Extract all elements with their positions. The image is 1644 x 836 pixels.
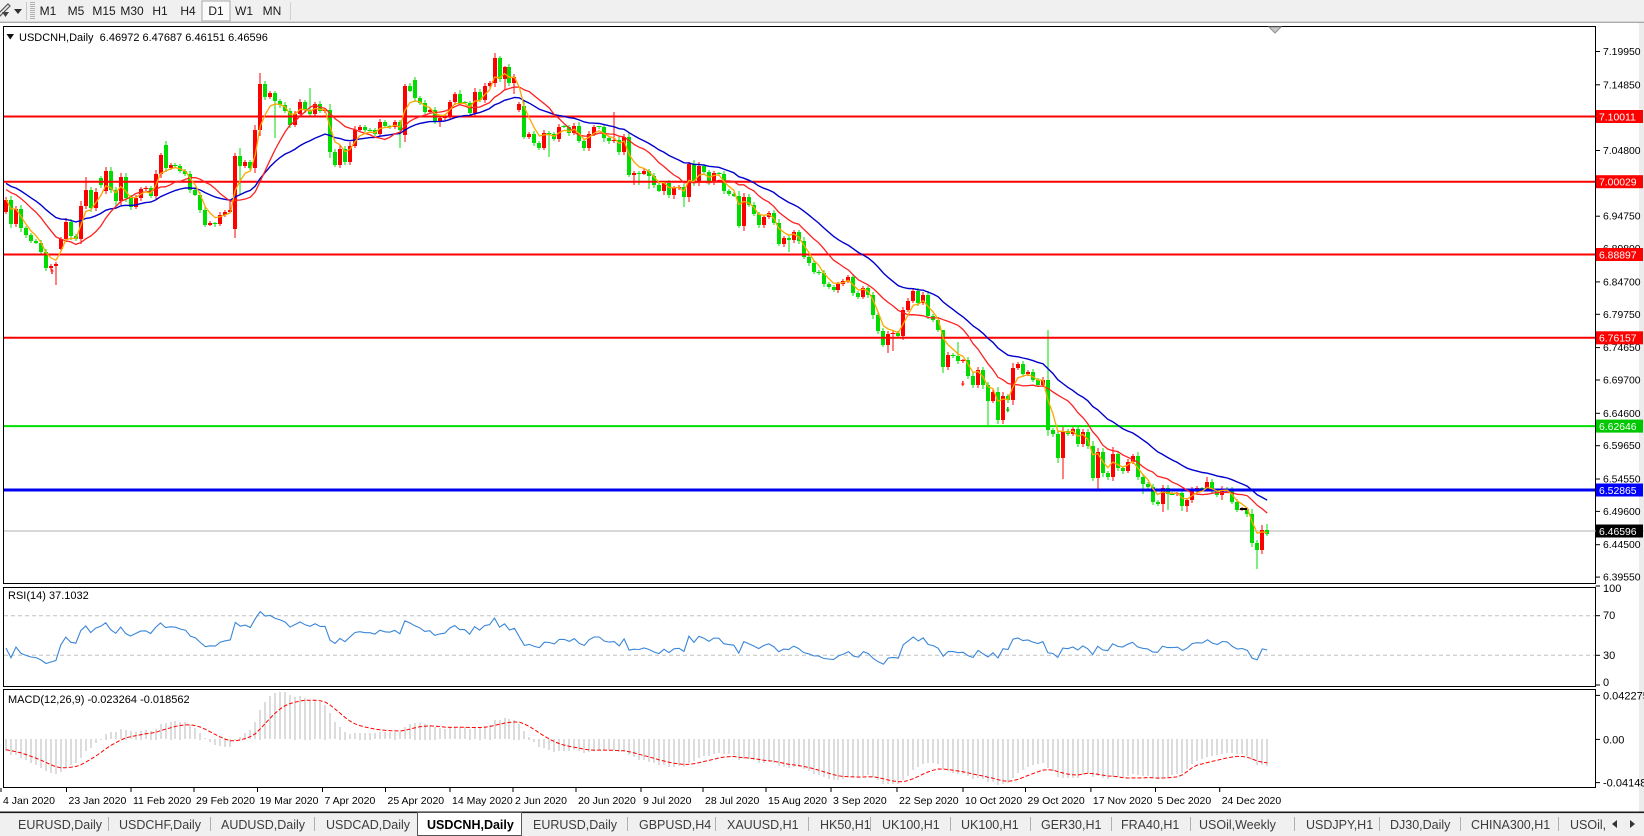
svg-text:USOil,Weekly: USOil,Weekly	[1199, 818, 1277, 832]
svg-text:2 Jun 2020: 2 Jun 2020	[515, 795, 567, 807]
svg-text:6.59650: 6.59650	[1603, 441, 1641, 452]
svg-text:7.10011: 7.10011	[1599, 112, 1636, 123]
svg-text:UK100,H1: UK100,H1	[882, 818, 940, 832]
svg-text:USDCNH,Daily 6.46972 6.47687: USDCNH,Daily 6.46972 6.47687 6.46151 6.4…	[19, 32, 268, 44]
svg-text:9 Jul 2020: 9 Jul 2020	[643, 795, 692, 807]
svg-text:USDCHF,Daily: USDCHF,Daily	[119, 818, 202, 832]
svg-text:USDJPY,H1: USDJPY,H1	[1306, 818, 1373, 832]
svg-text:7.04800: 7.04800	[1603, 146, 1641, 157]
svg-text:RSI(14) 37.1032: RSI(14) 37.1032	[8, 590, 89, 602]
svg-text:6.76157: 6.76157	[1599, 334, 1637, 345]
svg-text:7.00029: 7.00029	[1599, 178, 1637, 189]
svg-text:AUDUSD,Daily: AUDUSD,Daily	[221, 818, 306, 832]
svg-text:-0.04148: -0.04148	[1603, 778, 1644, 790]
svg-text:3 Sep 2020: 3 Sep 2020	[833, 795, 887, 807]
svg-text:GBPUSD,H4: GBPUSD,H4	[639, 818, 711, 832]
svg-text:19 Mar 2020: 19 Mar 2020	[260, 795, 319, 807]
svg-text:0.042275: 0.042275	[1603, 690, 1644, 702]
svg-text:14 May 2020: 14 May 2020	[452, 795, 513, 807]
svg-text:H4: H4	[180, 4, 196, 18]
svg-text:28 Jul 2020: 28 Jul 2020	[705, 795, 759, 807]
svg-text:30: 30	[1603, 650, 1615, 662]
svg-text:6.62646: 6.62646	[1599, 422, 1637, 433]
svg-text:6.64600: 6.64600	[1603, 409, 1641, 420]
svg-text:M30: M30	[120, 4, 144, 18]
svg-text:0: 0	[1603, 677, 1609, 689]
svg-text:25 Apr 2020: 25 Apr 2020	[388, 795, 445, 807]
svg-text:6.79750: 6.79750	[1603, 310, 1641, 321]
svg-text:M1: M1	[40, 4, 57, 18]
svg-text:6.46596: 6.46596	[1599, 527, 1637, 538]
svg-text:GER30,H1: GER30,H1	[1041, 818, 1101, 832]
svg-text:6.74650: 6.74650	[1603, 343, 1641, 354]
svg-text:UK100,H1: UK100,H1	[961, 818, 1019, 832]
svg-text:M15: M15	[92, 4, 116, 18]
svg-text:6.39550: 6.39550	[1603, 573, 1641, 584]
svg-text:22 Sep 2020: 22 Sep 2020	[899, 795, 959, 807]
svg-text:6.69700: 6.69700	[1603, 376, 1641, 387]
svg-text:17 Nov 2020: 17 Nov 2020	[1093, 795, 1153, 807]
svg-text:6.52865: 6.52865	[1599, 486, 1637, 497]
svg-text:H1: H1	[152, 4, 168, 18]
svg-text:HK50,H1: HK50,H1	[820, 818, 871, 832]
svg-text:USDCAD,Daily: USDCAD,Daily	[326, 818, 411, 832]
svg-text:EURUSD,Daily: EURUSD,Daily	[533, 818, 618, 832]
svg-text:6.49600: 6.49600	[1603, 507, 1641, 518]
svg-text:FRA40,H1: FRA40,H1	[1121, 818, 1179, 832]
svg-text:6.84700: 6.84700	[1603, 277, 1641, 288]
svg-text:7 Apr 2020: 7 Apr 2020	[325, 795, 376, 807]
svg-text:15 Aug 2020: 15 Aug 2020	[768, 795, 827, 807]
svg-text:D1: D1	[208, 4, 224, 18]
svg-text:70: 70	[1603, 610, 1615, 622]
svg-text:5 Dec 2020: 5 Dec 2020	[1158, 795, 1212, 807]
svg-text:M5: M5	[68, 4, 85, 18]
svg-text:24 Dec 2020: 24 Dec 2020	[1222, 795, 1282, 807]
svg-text:USDCNH,Daily: USDCNH,Daily	[427, 818, 514, 832]
svg-text:0.00: 0.00	[1603, 734, 1624, 746]
svg-text:7.14850: 7.14850	[1603, 80, 1641, 91]
svg-text:XAUUSD,H1: XAUUSD,H1	[727, 818, 799, 832]
svg-text:DJ30,Daily: DJ30,Daily	[1390, 818, 1451, 832]
svg-text:6.44500: 6.44500	[1603, 540, 1641, 551]
svg-text:7.19950: 7.19950	[1603, 47, 1641, 58]
svg-text:29 Feb 2020: 29 Feb 2020	[196, 795, 255, 807]
svg-text:10 Oct 2020: 10 Oct 2020	[965, 795, 1022, 807]
svg-text:MN: MN	[263, 4, 282, 18]
svg-text:USOil,: USOil,	[1570, 818, 1606, 832]
svg-text:11 Feb 2020: 11 Feb 2020	[133, 795, 191, 807]
svg-text:CHINA300,H1: CHINA300,H1	[1471, 818, 1550, 832]
svg-text:4 Jan 2020: 4 Jan 2020	[3, 795, 55, 807]
svg-text:W1: W1	[235, 4, 253, 18]
svg-text:23 Jan 2020: 23 Jan 2020	[69, 795, 127, 807]
svg-text:29 Oct 2020: 29 Oct 2020	[1028, 795, 1085, 807]
svg-text:MACD(12,26,9) -0.023264 -0.018: MACD(12,26,9) -0.023264 -0.018562	[8, 694, 190, 706]
svg-text:6.54550: 6.54550	[1603, 475, 1641, 486]
svg-text:6.88897: 6.88897	[1599, 250, 1637, 261]
svg-text:6.94750: 6.94750	[1603, 212, 1641, 223]
svg-text:20 Jun 2020: 20 Jun 2020	[578, 795, 636, 807]
svg-text:EURUSD,Daily: EURUSD,Daily	[18, 818, 103, 832]
svg-text:100: 100	[1603, 583, 1621, 595]
